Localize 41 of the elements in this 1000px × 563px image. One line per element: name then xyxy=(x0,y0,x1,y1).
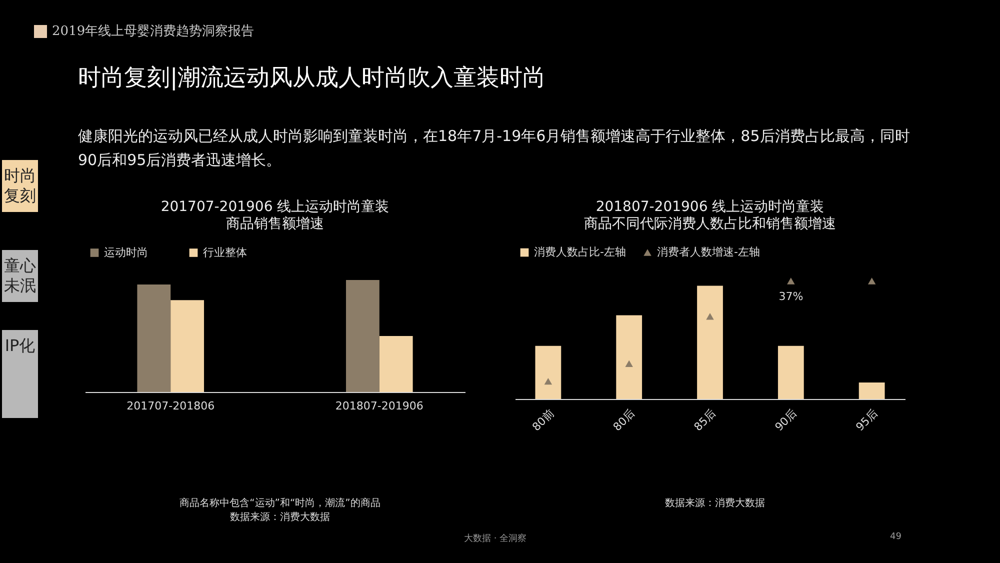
bar xyxy=(535,346,562,399)
chart-title: 201707-201906 线上运动时尚童装 xyxy=(160,199,390,215)
chart-subtitle: 商品不同代际消费人数占比和销售额增速 xyxy=(584,216,836,232)
x-tick-label: 90后 xyxy=(772,406,800,434)
text: 童心未泯 xyxy=(2,250,38,302)
point xyxy=(625,360,633,367)
point xyxy=(706,313,714,320)
source-note: 数据来源：消费大数据 xyxy=(229,511,331,525)
bar xyxy=(346,280,380,392)
bar xyxy=(170,300,204,392)
bar xyxy=(858,382,885,399)
bar xyxy=(379,336,413,392)
point xyxy=(544,378,552,385)
text: 2019年线上母婴消费趋势洞察报告 xyxy=(52,23,254,40)
text: 49 xyxy=(890,532,902,542)
text: 健康阳光的运动风已经从成人时尚影响到童装时尚，在18年7月-19年6月销售额增速高于行业整体，85后消费占比最高，同时90后和95后消费者迅速增长。 xyxy=(78,126,911,171)
legend-label: 行业整体 xyxy=(203,246,247,259)
x-tick-label: 201707-201806 xyxy=(126,400,215,412)
text: IP化 xyxy=(2,330,38,418)
chart-title: 201807-201906 线上运动时尚童装 xyxy=(596,199,824,215)
x-tick-label: 80前 xyxy=(530,406,557,434)
legend-label: 消费者人数增速-左轴 xyxy=(657,246,760,258)
x-tick-label: 80后 xyxy=(610,406,638,434)
bar xyxy=(137,284,171,392)
text: 时尚复刻|潮流运动风从成人时尚吹入童装时尚 xyxy=(78,64,546,93)
legend-label: 运动时尚 xyxy=(104,246,148,259)
bar xyxy=(616,315,642,399)
text: 时尚复刻 xyxy=(2,160,38,212)
annotation: 37% xyxy=(778,290,804,303)
text: 大数据 · 全洞察 xyxy=(464,532,527,545)
legend-label: 消费人数占比-左轴 xyxy=(534,246,626,258)
text: 商品名称中包含“运动”和“时尚，潮流”的商品 xyxy=(178,497,382,511)
x-tick-label: 201807-201906 xyxy=(335,400,424,412)
point xyxy=(787,278,795,284)
source-note: 数据来源：消费大数据 xyxy=(664,497,766,511)
chart-subtitle: 商品销售额增速 xyxy=(226,216,324,232)
point xyxy=(868,278,876,284)
bar xyxy=(697,286,723,399)
x-tick-label: 85后 xyxy=(692,406,718,434)
x-tick-label: 95后 xyxy=(853,406,880,434)
bar xyxy=(778,346,804,399)
